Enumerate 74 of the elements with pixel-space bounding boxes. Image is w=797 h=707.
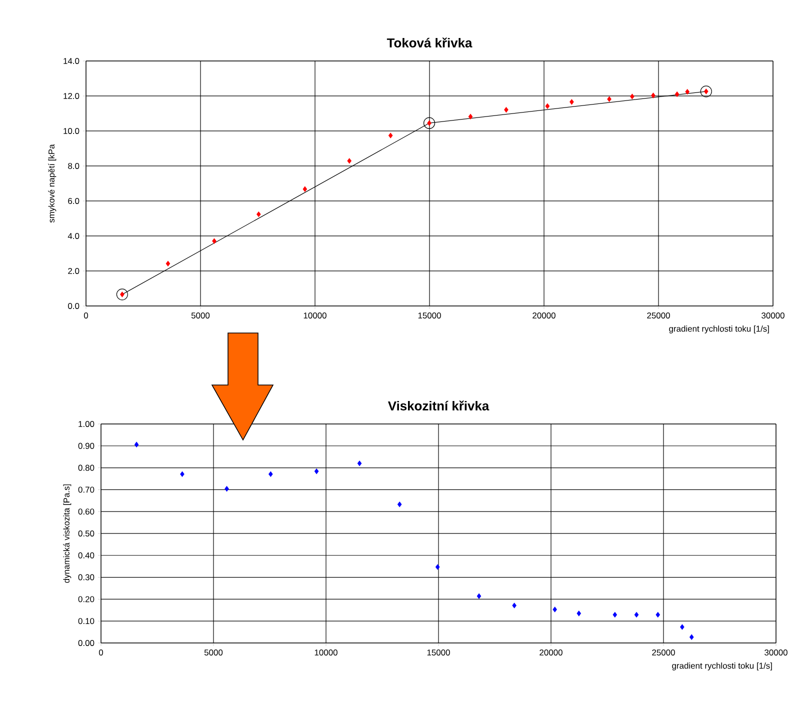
point: [656, 612, 660, 618]
point: [545, 103, 550, 109]
point: [570, 99, 574, 105]
y-tick-label: 0.00: [78, 640, 94, 646]
point: [397, 502, 402, 508]
point: [468, 114, 473, 120]
x-tick-label: 5000: [191, 312, 210, 318]
x-tick-label: 15000: [427, 650, 450, 656]
y-axis-title: smykové napětí [kPa: [48, 144, 56, 223]
y-tick-label: 10.0: [64, 128, 80, 134]
y-axis-title: dynamická viskozita [Pa.s]: [63, 484, 72, 583]
x-tick-label: 25000: [647, 312, 670, 318]
point: [302, 186, 308, 192]
y-tick-label: 0.40: [78, 552, 94, 558]
y-tick-label: 4.0: [68, 232, 80, 239]
point: [134, 442, 139, 448]
point: [674, 92, 680, 97]
y-tick-label: 0.10: [78, 618, 94, 624]
x-tick-label: 20000: [540, 650, 562, 656]
point: [268, 471, 273, 477]
point: [512, 602, 516, 608]
x-axis-title: gradient rychlosti toku [1/s]: [672, 662, 772, 670]
point: [224, 486, 229, 492]
chart-title: Toková křivka: [386, 38, 472, 48]
chart-title: Viskozitní křivka: [388, 400, 490, 410]
point: [347, 158, 352, 164]
point: [552, 606, 557, 612]
x-tick-label: 10000: [314, 650, 338, 656]
y-tick-label: 14.0: [64, 58, 80, 64]
y-tick-label: 0.30: [78, 574, 94, 580]
x-tick-label: 20000: [532, 312, 556, 318]
y-tick-label: 6.0: [68, 198, 80, 204]
point: [357, 460, 362, 466]
point: [436, 564, 440, 570]
x-axis-title: gradient rychlosti toku [1/s]: [669, 326, 769, 334]
point: [700, 86, 712, 98]
point: [180, 471, 184, 477]
point: [680, 624, 684, 630]
point: [504, 107, 508, 113]
x-tick-label: 15000: [418, 312, 441, 318]
y-tick-label: 12.0: [64, 92, 80, 99]
point: [476, 593, 482, 599]
x-tick-label: 10000: [304, 312, 326, 318]
x-tick-label: 30000: [762, 312, 784, 318]
y-tick-label: 0.20: [78, 596, 94, 602]
point: [651, 92, 656, 98]
y-tick-label: 0.50: [78, 530, 94, 536]
point: [212, 238, 216, 244]
y-tick-label: 0.0: [68, 302, 80, 309]
point: [634, 612, 639, 618]
x-tick-label: 25000: [652, 650, 675, 656]
x-tick-label: 30000: [764, 650, 788, 656]
y-tick-label: 0.70: [78, 486, 94, 493]
point: [388, 132, 393, 138]
point: [690, 634, 694, 640]
x-tick-label: 0: [98, 650, 104, 656]
point: [630, 94, 634, 100]
y-tick-label: 1.00: [78, 420, 94, 427]
x-tick-label: 0: [84, 312, 88, 318]
point: [314, 468, 319, 474]
y-tick-label: 0.90: [78, 442, 94, 449]
point: [166, 260, 170, 266]
point: [612, 612, 618, 618]
y-tick-label: 8.0: [68, 162, 80, 169]
point: [423, 117, 436, 129]
point: [576, 610, 582, 616]
y-tick-label: 0.80: [78, 464, 94, 471]
y-tick-label: 0.60: [78, 508, 94, 515]
point: [607, 96, 612, 102]
point: [256, 212, 261, 217]
x-tick-label: 5000: [204, 650, 223, 656]
point: [116, 288, 128, 300]
point: [685, 89, 690, 94]
y-tick-label: 2.0: [68, 268, 80, 274]
